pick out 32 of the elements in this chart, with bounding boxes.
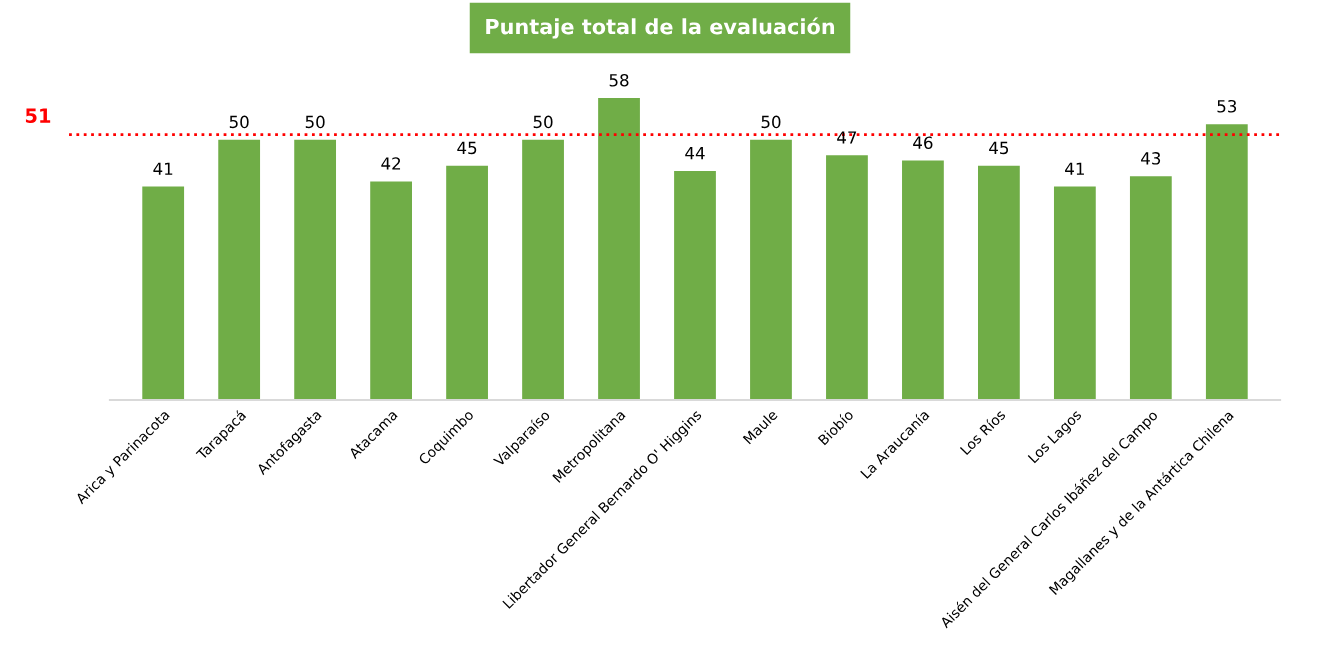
bar — [674, 170, 716, 400]
bar — [902, 160, 944, 400]
bar — [370, 181, 412, 400]
bar — [522, 139, 564, 400]
bar — [1053, 186, 1096, 400]
data-label: 41 — [153, 162, 173, 175]
bar — [294, 139, 337, 400]
data-label: 50 — [305, 115, 325, 129]
bar — [446, 165, 488, 400]
data-label: 53 — [1217, 99, 1237, 113]
ref-line-label: 51 — [25, 108, 51, 123]
bar — [1205, 124, 1248, 400]
bar — [826, 155, 868, 400]
chart-title: Puntaje total de la evaluación — [486, 17, 835, 39]
data-label: 45 — [989, 141, 1009, 155]
bar — [1129, 176, 1172, 400]
bar — [218, 139, 261, 400]
bar — [978, 165, 1020, 400]
data-label: 41 — [1065, 162, 1084, 175]
data-label: 43 — [1141, 152, 1161, 165]
bar — [750, 139, 792, 400]
bar — [142, 186, 185, 400]
data-label: 45 — [457, 141, 477, 155]
data-label: 42 — [381, 157, 401, 170]
data-label: 47 — [837, 131, 857, 144]
data-label: 44 — [685, 147, 705, 160]
data-label: 50 — [229, 115, 249, 129]
data-label: 46 — [913, 136, 933, 150]
data-label: 58 — [609, 73, 629, 87]
data-label: 50 — [533, 115, 553, 129]
bar — [598, 98, 640, 400]
data-label: 50 — [761, 115, 781, 129]
